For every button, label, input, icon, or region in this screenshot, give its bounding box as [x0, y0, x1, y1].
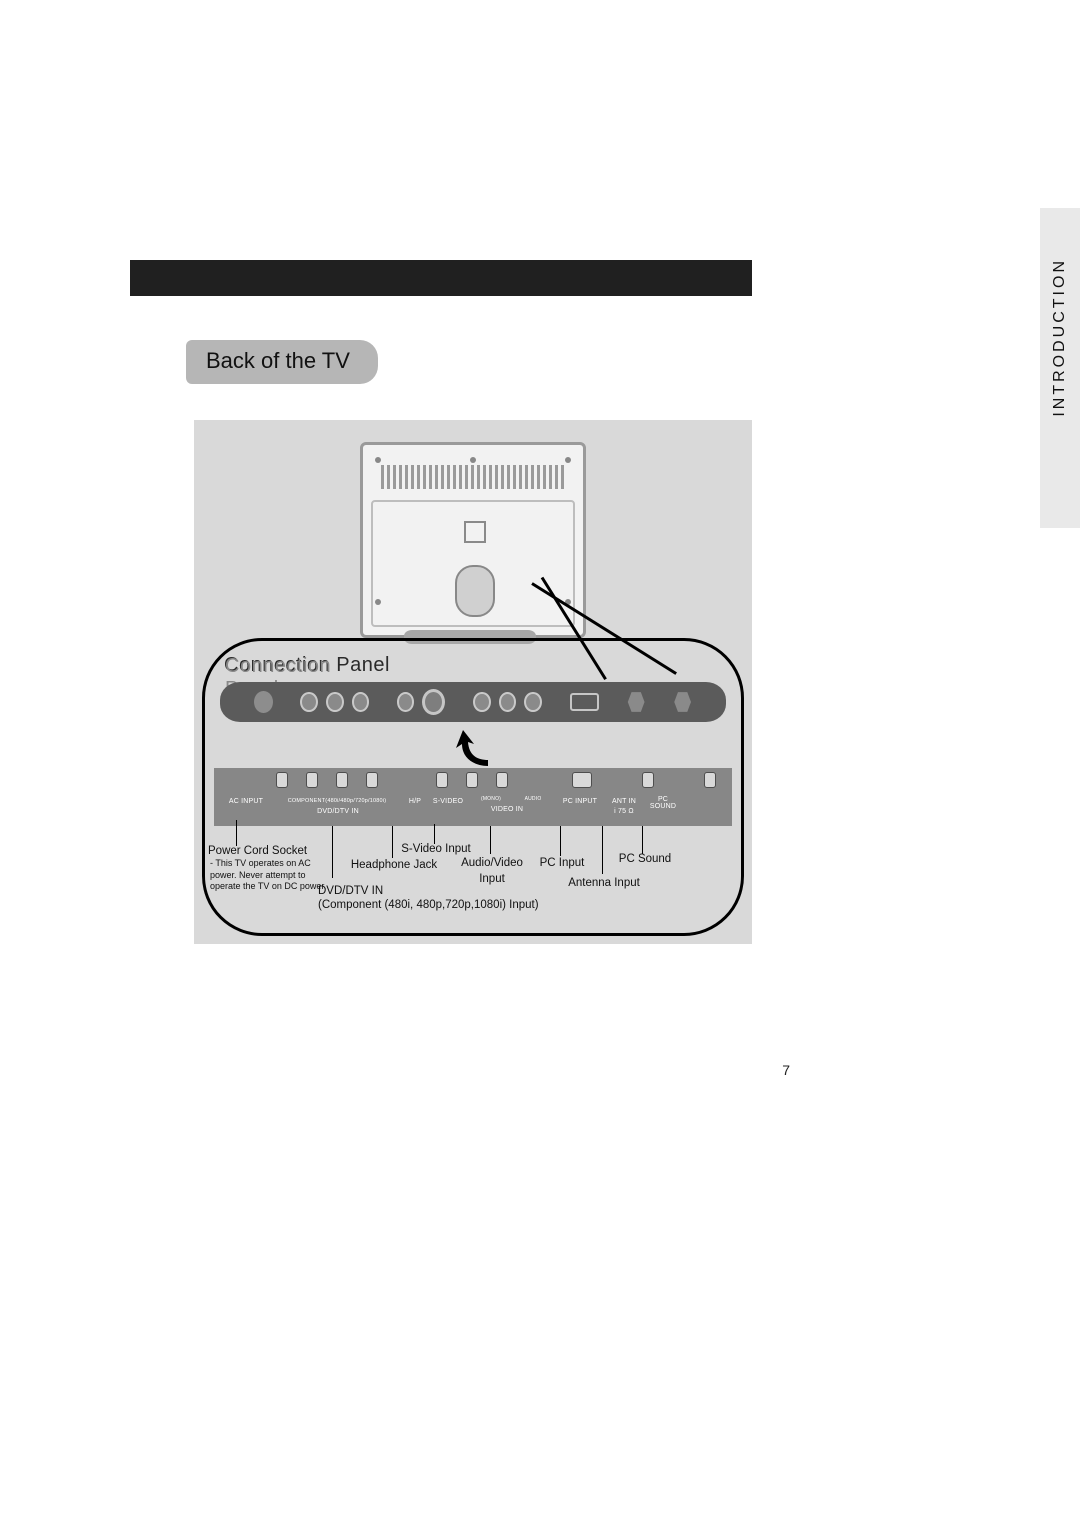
rca-port — [326, 692, 344, 712]
page-number: 7 — [782, 1062, 790, 1078]
tv-back-illustration — [360, 442, 586, 638]
leader-line — [236, 820, 237, 846]
leader-line — [490, 826, 491, 854]
vga-port — [570, 693, 599, 711]
fan-icon — [254, 691, 273, 713]
rca-port — [352, 692, 370, 712]
leader-line — [642, 826, 643, 854]
leader-line — [602, 826, 603, 874]
rca-port — [473, 692, 491, 712]
page: INTRODUCTION Back of the TV Connection P… — [0, 0, 1080, 1528]
callout-pc-sound: PC Sound — [610, 852, 680, 868]
figure-area: Connection Panel Connection Panel — [194, 420, 752, 944]
callout-power-note: - This TV operates on AC power. Never at… — [210, 858, 334, 893]
section-pill: Back of the TV — [186, 340, 378, 384]
side-tab: INTRODUCTION — [1040, 208, 1080, 528]
rca-port — [524, 692, 542, 712]
antenna-port — [627, 691, 646, 713]
side-tab-label: INTRODUCTION — [1051, 258, 1069, 417]
rca-port — [397, 692, 415, 712]
port-label-strip: AC INPUT COMPONENT(480i/480p/720p/1080i)… — [214, 768, 732, 826]
leader-line — [434, 824, 435, 844]
arrow-icon — [452, 726, 502, 770]
callout-pc-input: PC Input — [532, 856, 592, 872]
callout-antenna: Antenna Input — [554, 876, 654, 892]
port-row-top — [220, 682, 726, 722]
callout-headphone: Headphone Jack — [342, 858, 446, 874]
rca-port — [499, 692, 517, 712]
leader-line — [560, 826, 561, 856]
header-bar — [130, 260, 752, 296]
callout-av: Audio/Video Input — [452, 856, 532, 887]
panel-title: Connection Panel Connection Panel — [224, 654, 390, 677]
rca-port — [300, 692, 318, 712]
callout-dvd-2: (Component (480i, 480p,720p,1080i) Input… — [318, 898, 598, 914]
pc-sound-port — [673, 691, 692, 713]
svideo-port — [422, 689, 445, 715]
